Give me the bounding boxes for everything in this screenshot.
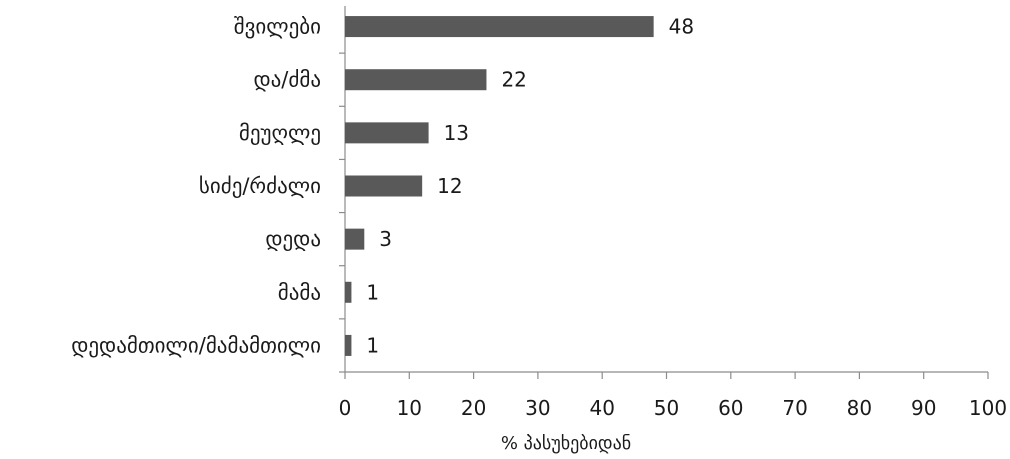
x-tick-label: 80: [847, 396, 872, 420]
labels: 0 10 20 30 40 50 60 70 80 90 100 შვილები 48 და/ძმა 22 მ…: [71, 15, 1007, 420]
bars: [345, 16, 654, 356]
x-tick-label: 90: [911, 396, 936, 420]
category-label: მამა: [278, 280, 321, 304]
bar: [345, 228, 365, 250]
x-tick-label: 30: [525, 396, 550, 420]
bar: [345, 122, 429, 144]
data-label: 13: [444, 121, 469, 145]
x-axis-title: % პასუხებიდან: [501, 433, 631, 454]
bar: [345, 175, 423, 197]
category-label: დედა: [265, 227, 321, 251]
x-tick-label: 0: [339, 396, 352, 420]
category-label: მეუღლე: [239, 121, 321, 145]
x-tick-label: 70: [782, 396, 807, 420]
x-tick-label: 40: [589, 396, 614, 420]
category-label: და/ძმა: [253, 68, 321, 92]
data-label: 22: [501, 68, 526, 92]
x-tick-label: 20: [461, 396, 486, 420]
bar: [345, 281, 352, 303]
bar: [345, 69, 487, 91]
data-label: 48: [669, 15, 694, 39]
x-tick-label: 50: [654, 396, 679, 420]
category-label: შვილები: [234, 15, 321, 39]
data-label: 1: [366, 280, 379, 304]
category-label: სიძე/რძალი: [199, 174, 321, 198]
bar: [345, 16, 654, 38]
x-tick-label: 60: [718, 396, 743, 420]
x-tick-label: 100: [969, 396, 1007, 420]
data-label: 1: [366, 333, 379, 357]
data-label: 3: [379, 227, 392, 251]
bar: [345, 334, 352, 356]
x-tick-label: 10: [397, 396, 422, 420]
category-label: დედამთილი/მამამთილი: [71, 333, 321, 357]
data-label: 12: [437, 174, 462, 198]
